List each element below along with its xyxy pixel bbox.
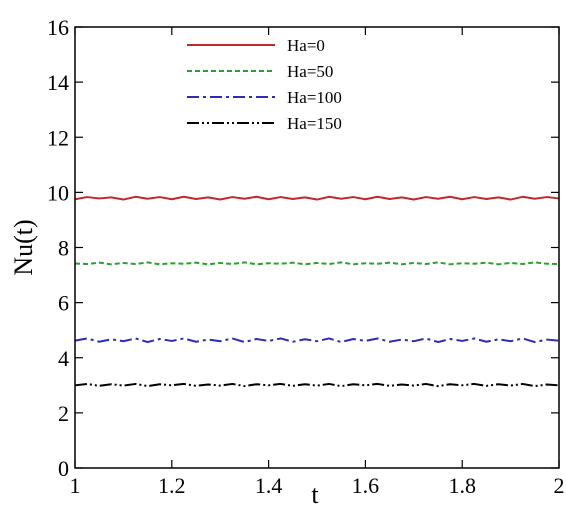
y-tick-label: 14 [47, 70, 69, 95]
y-tick-label: 2 [58, 401, 69, 426]
legend-label-2: Ha=50 [287, 62, 333, 81]
legend-label-4: Ha=150 [287, 114, 342, 133]
y-tick-label: 10 [47, 180, 69, 205]
x-axis-title: t [311, 480, 319, 507]
x-tick-label: 1 [70, 473, 81, 498]
y-tick-label: 8 [58, 236, 69, 261]
y-tick-label: 4 [58, 346, 69, 371]
series-line-2 [74, 261, 560, 266]
series-layer [74, 195, 560, 388]
series-line-4 [74, 382, 560, 388]
legend-label-1: Ha=0 [287, 36, 325, 55]
x-tick-label: 1.8 [448, 473, 476, 498]
legend-label-3: Ha=100 [287, 88, 342, 107]
y-axis-title: Nu(t) [9, 219, 38, 275]
series-line-1 [74, 195, 560, 201]
legend: Ha=0 Ha=50 Ha=100 Ha=150 [187, 36, 342, 133]
series-line-3 [74, 337, 560, 344]
y-tick-label: 6 [58, 291, 69, 316]
x-tick-label: 2 [554, 473, 565, 498]
y-tick-label: 16 [47, 15, 69, 40]
y-tick-label: 0 [58, 456, 69, 481]
ticks-layer: 1 1.2 1.4 1.6 1.8 2 0 2 4 6 8 10 12 14 16 [47, 15, 565, 498]
x-tick-label: 1.4 [255, 473, 283, 498]
y-tick-label: 12 [47, 125, 69, 150]
x-tick-label: 1.2 [158, 473, 186, 498]
x-tick-label: 1.6 [352, 473, 380, 498]
